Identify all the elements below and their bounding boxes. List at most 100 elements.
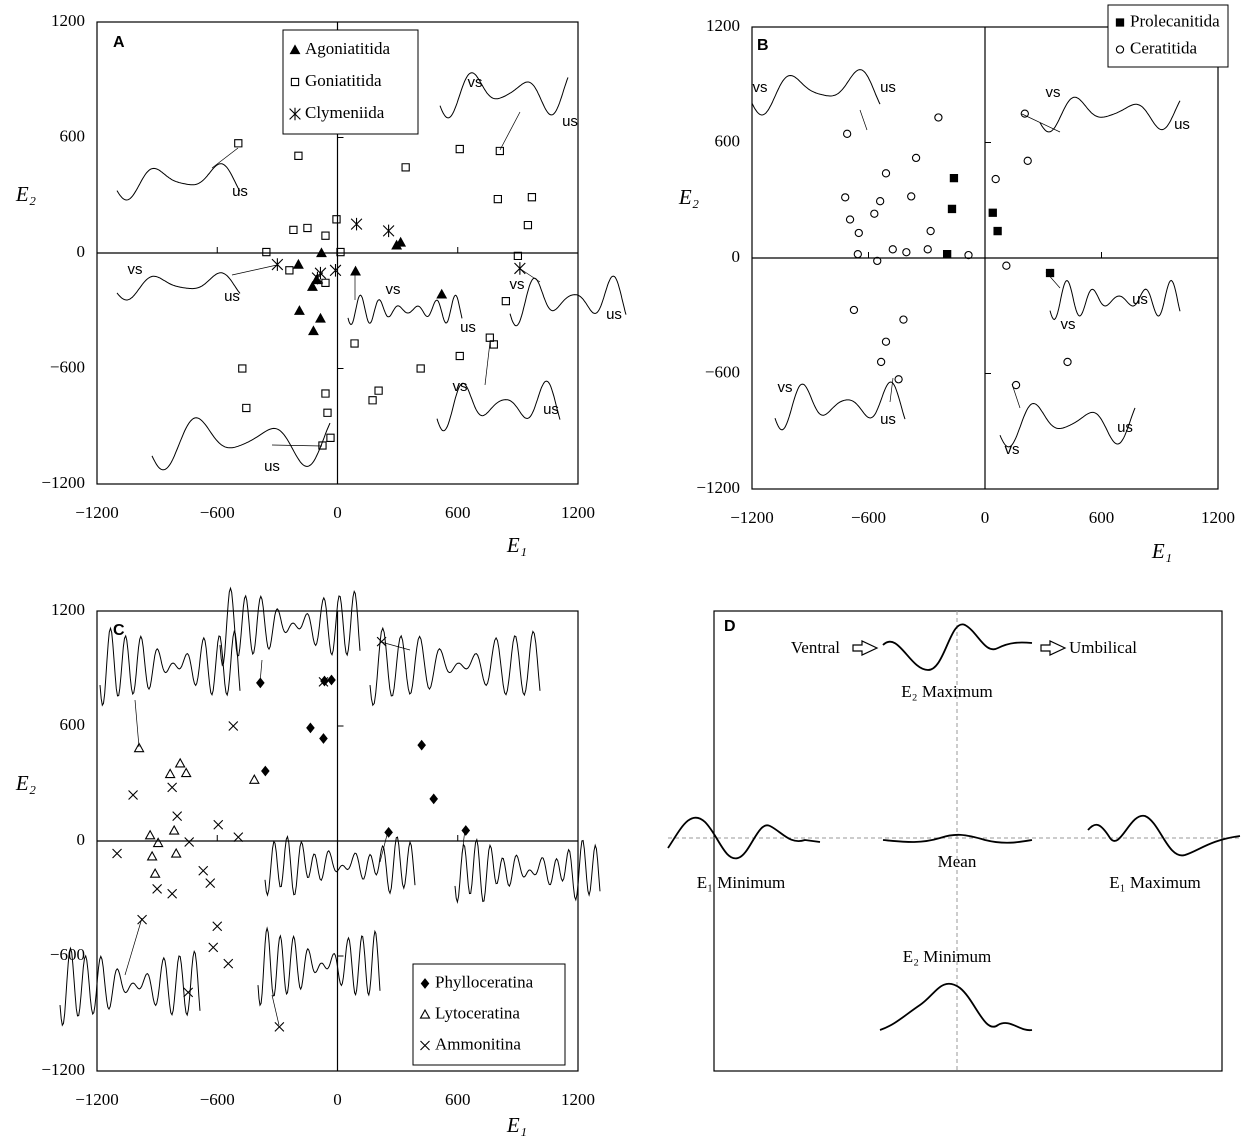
data-point xyxy=(876,197,885,206)
data-point xyxy=(1023,156,1032,165)
legend-entry: Clymeniida xyxy=(305,103,385,122)
legend-entry: Goniatitida xyxy=(305,71,382,90)
data-point xyxy=(292,258,304,269)
annotation: vs xyxy=(386,281,401,298)
data-point xyxy=(350,217,363,231)
label-e1-minimum: E₁ Minimum xyxy=(697,873,786,892)
annotation: us xyxy=(880,411,896,428)
leader-line xyxy=(859,109,868,131)
suture-sketch xyxy=(59,946,201,1027)
data-point xyxy=(332,215,341,224)
x-tick-label: 600 xyxy=(1089,508,1115,527)
data-point xyxy=(316,247,327,258)
data-point xyxy=(144,829,156,840)
annotation: us xyxy=(1174,116,1190,133)
annotation: vs xyxy=(510,276,525,293)
frame xyxy=(713,610,1223,1072)
data-point xyxy=(934,113,943,122)
panel-label: B xyxy=(757,37,769,54)
legend-entry: Agoniatitida xyxy=(305,39,390,58)
legend-entry: Ceratitida xyxy=(1130,38,1197,57)
data-point xyxy=(180,767,192,778)
suture-sketch xyxy=(509,275,627,327)
data-point xyxy=(329,264,342,277)
data-point xyxy=(395,236,407,247)
leader-line xyxy=(889,377,894,403)
suture-sketch xyxy=(116,163,241,201)
annotation: us xyxy=(224,288,240,305)
annotation: vs xyxy=(453,378,468,395)
data-point xyxy=(485,333,494,342)
data-point xyxy=(899,315,908,324)
data-point xyxy=(315,312,326,323)
panel-label: D xyxy=(724,618,736,635)
legend-marker xyxy=(420,1040,430,1051)
data-point xyxy=(436,288,448,299)
label-e2-maximum: E₂ Maximum xyxy=(901,682,992,701)
panel: −1200 −600 0 600 1200 −1200 −600 0 600 1200 E₁ E₂ Bv… xyxy=(678,4,1235,563)
data-point xyxy=(307,281,318,291)
legend-box xyxy=(1107,4,1229,68)
suture-sketch xyxy=(751,69,881,116)
label-mean: Mean xyxy=(938,852,977,871)
data-point xyxy=(854,228,863,238)
y-tick-label: −1200 xyxy=(696,478,740,497)
suture-sketch xyxy=(219,586,361,667)
label-umbilical: Umbilical xyxy=(1069,638,1137,657)
suture-sketch xyxy=(1039,96,1181,133)
data-point xyxy=(306,722,315,734)
data-point xyxy=(841,193,850,202)
y-tick-label: −600 xyxy=(705,362,740,381)
data-point xyxy=(167,782,178,793)
leader-line xyxy=(231,264,278,276)
data-point xyxy=(493,194,502,204)
data-point xyxy=(514,262,526,275)
label-e2-minimum: E₂ Minimum xyxy=(903,947,992,966)
legend-marker xyxy=(290,77,300,87)
data-point xyxy=(888,245,897,254)
data-point xyxy=(167,888,178,899)
data-point xyxy=(293,305,305,315)
data-point xyxy=(923,245,932,254)
data-point xyxy=(318,441,327,450)
data-point xyxy=(947,204,957,214)
legend-box xyxy=(282,29,419,135)
data-point xyxy=(303,223,312,233)
data-point xyxy=(873,256,882,266)
legend-box xyxy=(412,963,566,1066)
annotation: vs xyxy=(1005,441,1020,458)
y-axis-label: E₂ xyxy=(15,771,36,795)
data-point xyxy=(1011,380,1021,390)
data-point xyxy=(384,826,393,838)
data-point xyxy=(489,340,498,349)
label-e1-maximum: E₁ Maximum xyxy=(1109,873,1200,892)
data-point xyxy=(326,433,335,442)
data-point xyxy=(248,774,260,784)
y-axis-label: E₂ xyxy=(15,182,36,206)
data-point xyxy=(208,942,219,953)
suture-sketch xyxy=(99,626,241,707)
data-point xyxy=(902,248,911,257)
x-axis-label: E₁ xyxy=(506,533,527,557)
data-point xyxy=(205,878,216,889)
data-point xyxy=(271,258,284,271)
y-tick-label: 1200 xyxy=(51,600,85,619)
data-point xyxy=(174,757,186,768)
data-point xyxy=(461,825,471,836)
suture-sketch xyxy=(257,926,381,1007)
legend-marker xyxy=(1115,45,1125,54)
data-point xyxy=(228,721,239,731)
x-tick-label: −600 xyxy=(200,503,235,522)
leader-line xyxy=(134,699,140,748)
x-tick-label: −600 xyxy=(200,1090,235,1109)
legend-entry: Prolecanitida xyxy=(1130,11,1220,30)
label-ventral: Ventral xyxy=(791,638,840,657)
annotation: vs xyxy=(778,379,793,396)
panel: −1200 −600 0 600 1200 −1200 −600 0 600 1200 E₁ E₂ Au… xyxy=(15,11,627,557)
data-point xyxy=(198,865,209,876)
y-tick-label: 0 xyxy=(77,242,86,261)
data-point xyxy=(261,765,270,777)
legend-marker xyxy=(420,978,430,989)
suture-sketch xyxy=(264,834,416,897)
data-point xyxy=(262,247,271,257)
